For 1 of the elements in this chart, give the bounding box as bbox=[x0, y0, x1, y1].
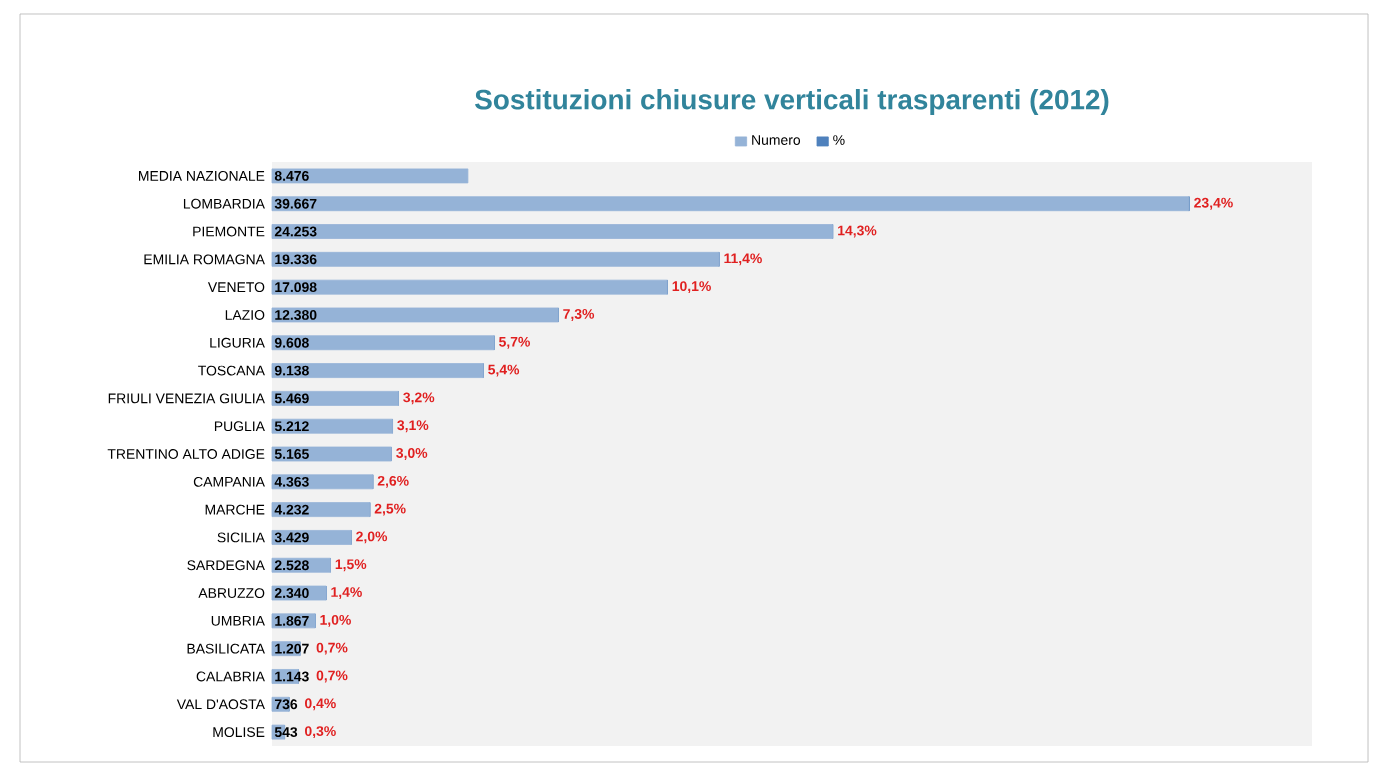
chart-title: Sostituzioni chiusure verticali trasparenti (2012) bbox=[475, 89, 1109, 115]
